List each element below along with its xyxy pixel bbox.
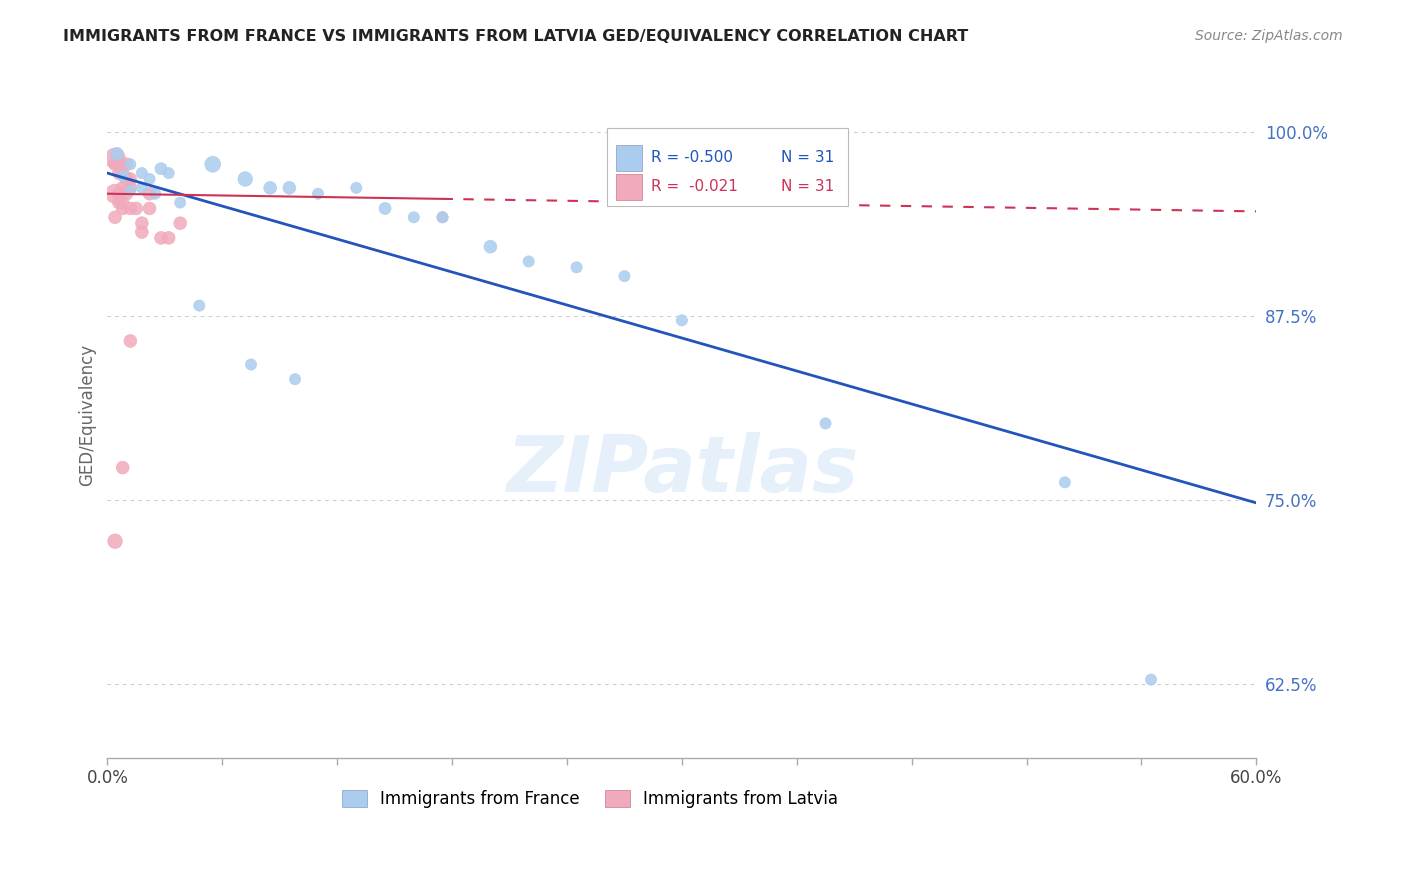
Point — [111, 195, 134, 210]
Point — [259, 181, 281, 195]
Point — [111, 460, 134, 475]
Point — [201, 157, 224, 171]
Point — [284, 372, 307, 386]
Point — [565, 260, 588, 275]
Point — [150, 231, 173, 245]
Point — [108, 166, 131, 180]
Point — [131, 216, 153, 230]
Text: IMMIGRANTS FROM FRANCE VS IMMIGRANTS FROM LATVIA GED/EQUIVALENCY CORRELATION CHA: IMMIGRANTS FROM FRANCE VS IMMIGRANTS FRO… — [63, 29, 969, 44]
Text: N = 31: N = 31 — [780, 179, 834, 194]
Point — [157, 166, 180, 180]
Point — [517, 254, 540, 268]
Point — [150, 161, 173, 176]
Point — [120, 181, 142, 195]
Point — [1140, 673, 1163, 687]
Y-axis label: GED/Equivalency: GED/Equivalency — [79, 344, 96, 486]
Point — [169, 195, 191, 210]
Point — [169, 216, 191, 230]
Point — [120, 172, 142, 186]
Point — [108, 195, 131, 210]
Point — [115, 157, 138, 171]
Point — [138, 202, 160, 216]
Point — [131, 181, 153, 195]
Point — [111, 202, 134, 216]
Point — [108, 157, 131, 171]
Point — [1053, 475, 1076, 490]
Point — [104, 157, 127, 171]
Bar — [616, 145, 641, 170]
Point — [671, 313, 693, 327]
Point — [138, 186, 160, 201]
Point — [432, 211, 454, 225]
Point — [344, 181, 367, 195]
Text: ZIPatlas: ZIPatlas — [506, 432, 858, 508]
Point — [104, 152, 127, 166]
Point — [111, 181, 134, 195]
Text: N = 31: N = 31 — [780, 150, 834, 165]
Point — [115, 172, 138, 186]
Point — [307, 186, 329, 201]
Point — [125, 202, 148, 216]
Point — [138, 172, 160, 186]
Point — [104, 211, 127, 225]
Point — [157, 231, 180, 245]
Point — [111, 166, 134, 180]
Point — [131, 166, 153, 180]
Text: R = -0.500: R = -0.500 — [651, 150, 733, 165]
Point — [120, 202, 142, 216]
Bar — [616, 174, 641, 200]
Point — [143, 186, 166, 201]
Point — [108, 186, 131, 201]
Point — [432, 211, 454, 225]
Point — [104, 534, 127, 549]
Point — [115, 186, 138, 201]
Point — [278, 181, 301, 195]
Point — [479, 240, 502, 254]
Point — [188, 299, 211, 313]
Point — [104, 186, 127, 201]
Point — [120, 184, 142, 198]
FancyBboxPatch shape — [607, 128, 848, 206]
Text: Source: ZipAtlas.com: Source: ZipAtlas.com — [1195, 29, 1343, 43]
Point — [240, 358, 263, 372]
Point — [402, 211, 425, 225]
Point — [111, 169, 134, 183]
Text: R =  -0.021: R = -0.021 — [651, 179, 738, 194]
Point — [131, 225, 153, 239]
Point — [613, 269, 636, 284]
Point — [115, 172, 138, 186]
Legend: Immigrants from France, Immigrants from Latvia: Immigrants from France, Immigrants from … — [335, 783, 845, 814]
Point — [814, 417, 837, 431]
Point — [120, 334, 142, 348]
Point — [120, 157, 142, 171]
Point — [233, 172, 256, 186]
Point — [374, 202, 396, 216]
Point — [105, 147, 128, 161]
